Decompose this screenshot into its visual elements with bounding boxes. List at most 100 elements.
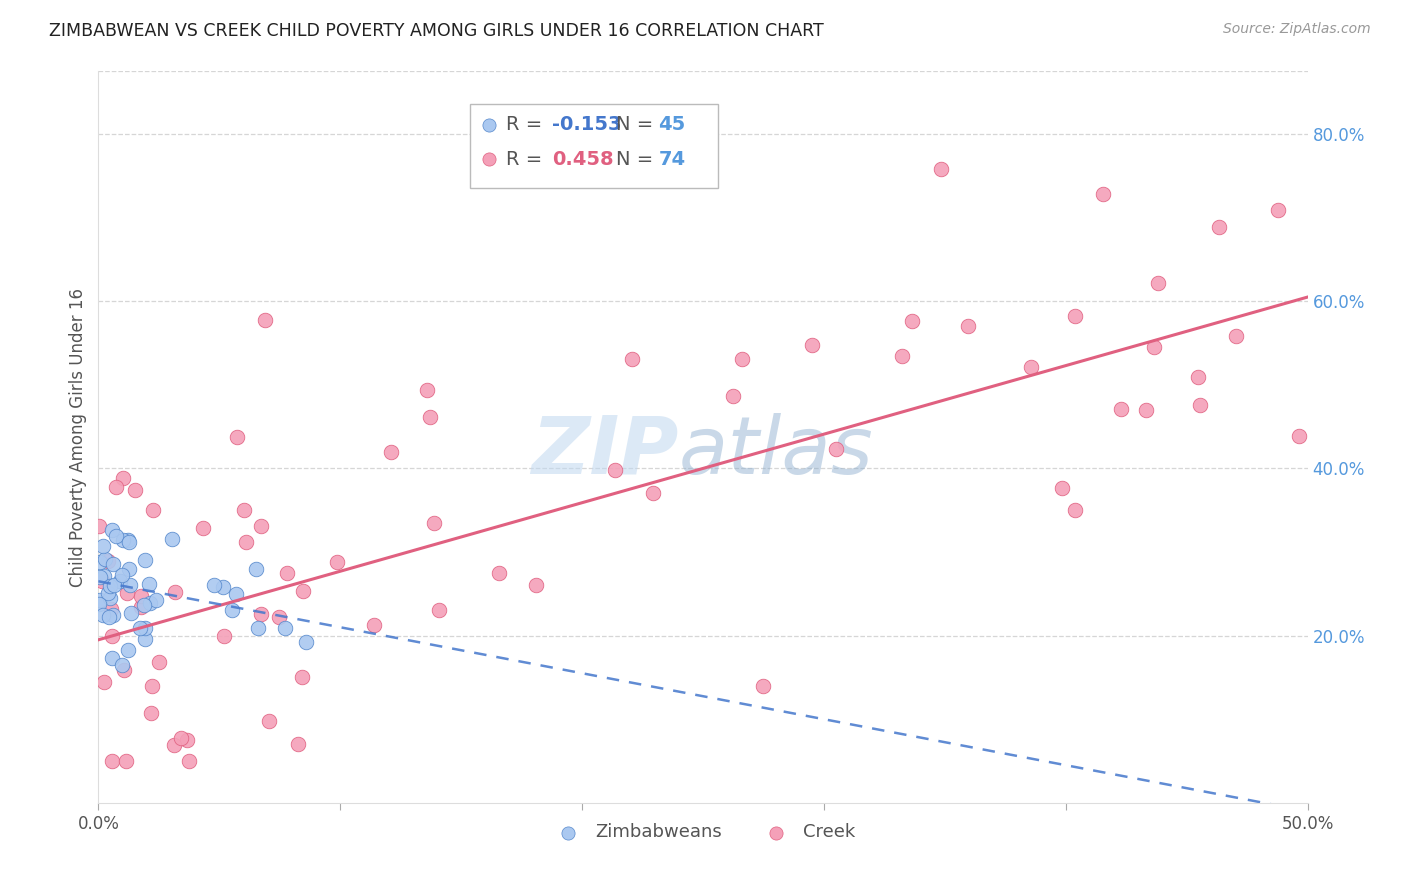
Point: [211, 580, 233, 594]
Text: 74: 74: [658, 150, 685, 169]
Point: [170, 731, 193, 745]
Point: [1109, 401, 1132, 416]
Point: [141, 706, 163, 720]
Point: [427, 603, 450, 617]
Point: [233, 502, 256, 516]
Text: N =: N =: [616, 115, 659, 135]
Point: [139, 596, 162, 610]
Point: [276, 566, 298, 580]
Point: [128, 621, 150, 635]
Point: [869, 60, 891, 74]
Text: atlas: atlas: [679, 413, 873, 491]
Point: [117, 643, 139, 657]
Text: 0.458: 0.458: [551, 150, 613, 169]
Point: [603, 462, 626, 476]
Point: [89, 555, 111, 569]
Point: [1147, 277, 1170, 291]
Point: [1135, 403, 1157, 417]
Point: [929, 162, 952, 177]
Point: [422, 516, 444, 530]
Point: [1188, 398, 1211, 412]
Point: [118, 562, 141, 576]
Point: [957, 318, 980, 333]
Point: [621, 352, 644, 367]
Point: [134, 632, 156, 646]
Point: [141, 679, 163, 693]
Point: [1187, 370, 1209, 384]
Point: [1064, 309, 1087, 323]
Point: [98, 591, 121, 606]
Point: [120, 606, 142, 620]
Text: ZIMBABWEAN VS CREEK CHILD POVERTY AMONG GIRLS UNDER 16 CORRELATION CHART: ZIMBABWEAN VS CREEK CHILD POVERTY AMONG …: [49, 22, 824, 40]
Point: [101, 558, 124, 572]
Point: [129, 600, 152, 615]
Point: [124, 483, 146, 497]
Point: [1091, 186, 1114, 201]
Point: [419, 409, 441, 424]
Point: [93, 608, 115, 623]
Text: ZIP: ZIP: [531, 413, 679, 491]
Point: [257, 714, 280, 729]
Text: R =: R =: [506, 115, 548, 135]
Point: [1050, 481, 1073, 495]
Point: [326, 555, 349, 569]
Point: [105, 480, 128, 494]
Point: [93, 675, 115, 690]
Point: [148, 656, 170, 670]
Point: [90, 574, 112, 588]
Point: [141, 503, 163, 517]
Point: [214, 629, 236, 643]
Point: [100, 754, 122, 768]
Point: [134, 598, 156, 612]
Point: [869, 21, 891, 35]
Point: [115, 754, 138, 768]
Point: [112, 533, 135, 547]
Point: [1225, 329, 1247, 343]
Point: [111, 471, 134, 485]
Point: [89, 593, 111, 607]
Point: [101, 523, 124, 537]
Point: [721, 389, 744, 403]
Point: [363, 618, 385, 632]
Text: Source: ZipAtlas.com: Source: ZipAtlas.com: [1223, 22, 1371, 37]
Point: [801, 337, 824, 351]
Point: [93, 569, 115, 583]
Point: [134, 621, 156, 635]
Point: [291, 670, 314, 684]
Point: [105, 529, 128, 543]
Point: [177, 754, 200, 768]
Y-axis label: Child Poverty Among Girls Under 16: Child Poverty Among Girls Under 16: [69, 287, 87, 587]
Point: [101, 651, 124, 665]
Point: [131, 589, 153, 603]
Point: [225, 430, 247, 444]
Point: [111, 657, 134, 672]
Point: [291, 584, 314, 599]
Point: [1142, 340, 1164, 354]
Point: [225, 587, 247, 601]
Point: [1288, 429, 1310, 443]
Point: [524, 578, 547, 592]
Point: [202, 578, 225, 592]
Point: [246, 621, 269, 635]
Point: [145, 592, 167, 607]
Point: [287, 737, 309, 751]
Point: [117, 533, 139, 547]
Point: [97, 610, 120, 624]
Point: [221, 603, 243, 617]
Point: [488, 566, 510, 581]
Point: [162, 533, 184, 547]
Point: [134, 553, 156, 567]
Point: [94, 552, 117, 566]
Point: [163, 738, 186, 752]
Legend: Zimbabweans, Creek: Zimbabweans, Creek: [543, 816, 863, 848]
Point: [294, 635, 316, 649]
Point: [103, 607, 125, 622]
Point: [117, 586, 139, 600]
Point: [98, 579, 121, 593]
Text: -0.153: -0.153: [551, 115, 621, 135]
Point: [97, 554, 120, 568]
Point: [900, 314, 922, 328]
Point: [110, 574, 132, 588]
Point: [269, 609, 291, 624]
Text: 45: 45: [658, 115, 686, 135]
